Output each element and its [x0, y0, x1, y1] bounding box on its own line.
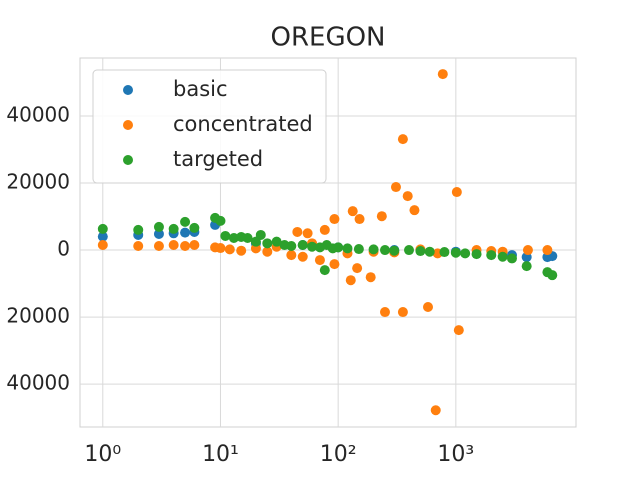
y-tick-label: 40000: [6, 102, 70, 126]
legend-label: basic: [173, 77, 228, 101]
point: [354, 214, 365, 225]
point: [220, 230, 231, 241]
point: [97, 231, 108, 242]
point: [397, 307, 408, 318]
points: [97, 69, 558, 416]
point: [437, 69, 448, 80]
point: [345, 275, 356, 286]
point: [242, 232, 253, 243]
point: [397, 134, 408, 145]
point: [368, 244, 379, 255]
point: [422, 302, 433, 313]
y-tick-label: 20000: [6, 304, 70, 328]
point: [189, 222, 200, 233]
point: [153, 228, 164, 239]
point: [450, 247, 461, 258]
point: [451, 187, 462, 198]
point: [302, 228, 313, 239]
point: [379, 245, 390, 256]
point: [271, 236, 282, 247]
point: [415, 246, 426, 257]
x-tick-label: 10⁰: [84, 442, 121, 467]
point: [497, 251, 508, 262]
point: [353, 244, 364, 255]
point: [521, 261, 532, 272]
point: [228, 232, 239, 243]
point: [180, 227, 191, 238]
point: [286, 250, 297, 261]
legend-label: targeted: [173, 147, 263, 171]
point: [314, 255, 325, 266]
point: [329, 214, 340, 225]
point: [262, 238, 273, 249]
point: [215, 243, 226, 254]
point: [297, 240, 308, 251]
x-axis-label: Population: [275, 479, 380, 480]
point: [133, 224, 144, 235]
point: [250, 236, 261, 247]
point: [547, 270, 558, 281]
point: [402, 191, 413, 202]
point: [319, 265, 330, 276]
point: [460, 248, 471, 259]
point: [133, 241, 144, 252]
chart-title: OREGON: [270, 23, 385, 53]
legend: basic concentrated targeted: [92, 69, 327, 184]
point: [333, 242, 344, 253]
point: [471, 249, 482, 260]
point: [215, 215, 226, 226]
point: [347, 206, 358, 217]
point: [352, 263, 363, 274]
point: [286, 241, 297, 252]
point: [319, 224, 330, 235]
point: [297, 251, 308, 262]
point: [453, 325, 464, 336]
point: [376, 211, 387, 222]
point: [168, 240, 179, 251]
point: [329, 259, 340, 270]
point: [486, 250, 497, 261]
point: [168, 223, 179, 234]
point: [342, 243, 353, 254]
legend-marker: [123, 155, 133, 165]
point: [224, 244, 235, 255]
point: [390, 182, 401, 193]
x-tick-label: 10³: [437, 442, 474, 467]
point: [424, 246, 435, 257]
point: [97, 223, 108, 234]
point: [365, 272, 376, 283]
point: [379, 307, 390, 318]
point: [307, 241, 318, 252]
legend-box: [92, 69, 327, 184]
point: [430, 405, 441, 416]
point: [180, 216, 191, 227]
point: [409, 205, 420, 216]
x-tick-label: 10²: [320, 442, 357, 467]
point: [189, 240, 200, 251]
legend-marker: [123, 85, 133, 95]
point: [236, 245, 247, 256]
point: [97, 240, 108, 251]
point: [439, 247, 450, 258]
point: [389, 245, 400, 256]
point: [542, 245, 553, 256]
legend-label: concentrated: [173, 112, 313, 136]
x-tick-label: 10¹: [202, 442, 239, 467]
point: [506, 253, 517, 264]
y-tick-label: 20000: [6, 170, 70, 194]
point: [153, 221, 164, 232]
y-tick-label: 0: [57, 237, 70, 261]
point: [262, 246, 273, 257]
legend-marker: [123, 120, 133, 130]
point: [404, 245, 415, 256]
point: [153, 241, 164, 252]
point: [522, 245, 533, 256]
y-tick-label: 40000: [6, 371, 70, 395]
point: [292, 226, 303, 237]
point: [180, 241, 191, 252]
